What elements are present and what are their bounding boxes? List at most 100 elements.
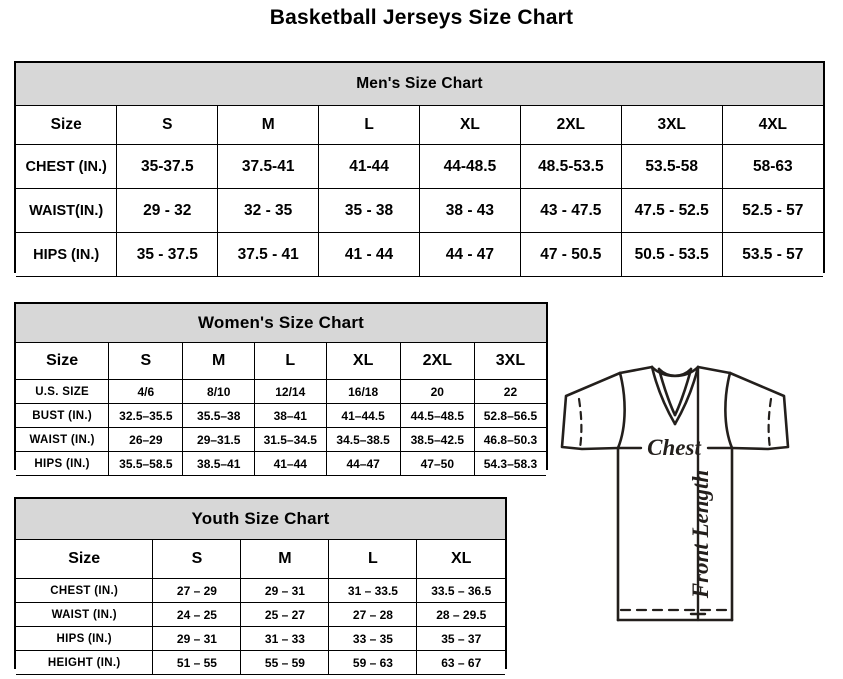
mens-chart-banner: Men's Size Chart xyxy=(16,63,823,106)
womens-hips-2xl: 47–50 xyxy=(399,451,475,476)
youth-waist-m: 25 – 27 xyxy=(240,602,330,627)
youth-col-header-m: M xyxy=(240,539,330,579)
womens-col-header-l: L xyxy=(253,342,327,380)
youth-chest-l: 31 – 33.5 xyxy=(328,578,418,603)
womens-waist-s: 26–29 xyxy=(108,427,184,452)
womens-col-header-m: M xyxy=(182,342,255,380)
womens-ussize-m: 8/10 xyxy=(182,379,255,404)
youth-chest-xl: 33.5 – 36.5 xyxy=(416,578,505,603)
left-sleeve-outline xyxy=(560,371,622,451)
table-row: BUST (IN.) 32.5–35.5 35.5–38 38–41 41–44… xyxy=(16,403,546,428)
mens-chest-2xl: 48.5-53.5 xyxy=(519,144,622,189)
youth-chest-m: 29 – 31 xyxy=(240,578,330,603)
mens-waist-m: 32 - 35 xyxy=(217,188,320,233)
table-row: HIPS (IN.) 35 - 37.5 37.5 - 41 41 - 44 4… xyxy=(16,232,823,277)
womens-bust-l: 38–41 xyxy=(253,403,327,428)
table-row: HIPS (IN.) 35.5–58.5 38.5–41 41–44 44–47… xyxy=(16,451,546,476)
womens-waist-3xl: 46.8–50.3 xyxy=(473,427,546,452)
womens-waist-m: 29–31.5 xyxy=(182,427,255,452)
youth-height-m: 55 – 59 xyxy=(240,650,330,675)
table-row: U.S. SIZE 4/6 8/10 12/14 16/18 20 22 xyxy=(16,379,546,404)
mens-col-header-l: L xyxy=(318,105,420,145)
mens-hips-l: 41 - 44 xyxy=(318,232,420,277)
womens-bust-xl: 41–44.5 xyxy=(325,403,401,428)
womens-chart-header-row: Size S M L XL 2XL 3XL xyxy=(16,342,546,380)
mens-waist-3xl: 47.5 - 52.5 xyxy=(620,188,723,233)
womens-hips-s: 35.5–58.5 xyxy=(108,451,184,476)
womens-waist-xl: 34.5–38.5 xyxy=(325,427,401,452)
mens-hips-xl: 44 - 47 xyxy=(419,232,521,277)
chest-label: Chest xyxy=(647,435,701,460)
womens-bust-3xl: 52.8–56.5 xyxy=(473,403,546,428)
womens-row-label-us-size: U.S. SIZE xyxy=(16,379,110,404)
table-row: WAIST(IN.) 29 - 32 32 - 35 35 - 38 38 - … xyxy=(16,188,823,233)
mens-hips-4xl: 53.5 - 57 xyxy=(721,232,823,277)
collar-rim-inner xyxy=(657,367,693,378)
youth-chest-s: 27 – 29 xyxy=(152,578,242,603)
mens-col-header-3xl: 3XL xyxy=(620,105,723,145)
mens-chest-xl: 44-48.5 xyxy=(419,144,521,189)
mens-waist-2xl: 43 - 47.5 xyxy=(519,188,622,233)
mens-hips-s: 35 - 37.5 xyxy=(116,232,219,277)
mens-col-header-4xl: 4XL xyxy=(721,105,823,145)
womens-hips-3xl: 54.3–58.3 xyxy=(473,451,546,476)
youth-height-s: 51 – 55 xyxy=(152,650,242,675)
womens-waist-l: 31.5–34.5 xyxy=(253,427,327,452)
right-shoulder-line xyxy=(696,365,732,375)
mens-size-chart: Men's Size Chart Size S M L XL 2XL 3XL 4… xyxy=(14,61,825,277)
youth-col-header-xl: XL xyxy=(416,539,505,579)
left-sleeve-seam xyxy=(616,371,626,450)
mens-row-label-chest: CHEST (IN.) xyxy=(16,144,118,189)
womens-col-header-xl: XL xyxy=(325,342,401,380)
right-sleeve-outline xyxy=(728,371,790,451)
mens-hips-m: 37.5 - 41 xyxy=(217,232,320,277)
womens-chart-banner: Women's Size Chart xyxy=(16,304,546,343)
mens-col-header-2xl: 2XL xyxy=(519,105,622,145)
youth-row-label-waist: WAIST (IN.) xyxy=(16,602,154,627)
womens-hips-m: 38.5–41 xyxy=(182,451,255,476)
mens-col-header-xl: XL xyxy=(419,105,521,145)
youth-height-l: 59 – 63 xyxy=(328,650,418,675)
neck-inner-right xyxy=(673,367,693,417)
womens-waist-2xl: 38.5–42.5 xyxy=(399,427,475,452)
womens-bust-2xl: 44.5–48.5 xyxy=(399,403,475,428)
mens-row-label-hips: HIPS (IN.) xyxy=(16,232,118,277)
youth-col-header-size: Size xyxy=(16,539,154,579)
table-row: WAIST (IN.) 26–29 29–31.5 31.5–34.5 34.5… xyxy=(16,427,546,452)
womens-row-label-waist: WAIST (IN.) xyxy=(16,427,110,452)
table-row: CHEST (IN.) 27 – 29 29 – 31 31 – 33.5 33… xyxy=(16,578,505,603)
youth-size-chart: Youth Size Chart Size S M L XL CHEST (IN… xyxy=(14,497,507,675)
womens-col-header-s: S xyxy=(108,342,184,380)
youth-col-header-s: S xyxy=(152,539,242,579)
neck-inner-left xyxy=(657,367,677,417)
mens-col-header-m: M xyxy=(217,105,320,145)
right-sleeve-seam xyxy=(724,371,734,450)
womens-ussize-s: 4/6 xyxy=(108,379,184,404)
womens-bust-m: 35.5–38 xyxy=(182,403,255,428)
womens-col-header-size: Size xyxy=(16,342,110,380)
right-sleeve-hem-dash xyxy=(767,397,773,450)
womens-size-chart: Women's Size Chart Size S M L XL 2XL 3XL… xyxy=(14,302,548,476)
mens-chest-4xl: 58-63 xyxy=(721,144,823,189)
youth-chart-banner: Youth Size Chart xyxy=(16,499,505,540)
mens-hips-3xl: 50.5 - 53.5 xyxy=(620,232,723,277)
mens-waist-l: 35 - 38 xyxy=(318,188,420,233)
youth-row-label-chest: CHEST (IN.) xyxy=(16,578,154,603)
neck-outer-right xyxy=(673,365,700,426)
front-length-label: Front Length xyxy=(688,470,713,599)
jersey-measurement-diagram: Chest Front Length xyxy=(522,352,840,674)
womens-ussize-xl: 16/18 xyxy=(325,379,401,404)
womens-row-label-bust: BUST (IN.) xyxy=(16,403,110,428)
womens-ussize-2xl: 20 xyxy=(399,379,475,404)
youth-waist-xl: 28 – 29.5 xyxy=(416,602,505,627)
womens-chart-banner-row: Women's Size Chart xyxy=(16,304,546,343)
mens-col-header-s: S xyxy=(116,105,219,145)
table-row: WAIST (IN.) 24 – 25 25 – 27 27 – 28 28 –… xyxy=(16,602,505,627)
youth-waist-s: 24 – 25 xyxy=(152,602,242,627)
womens-col-header-3xl: 3XL xyxy=(473,342,546,380)
youth-hips-l: 33 – 35 xyxy=(328,626,418,651)
mens-chest-s: 35-37.5 xyxy=(116,144,219,189)
mens-chest-l: 41-44 xyxy=(318,144,420,189)
youth-row-label-hips: HIPS (IN.) xyxy=(16,626,154,651)
womens-hips-xl: 44–47 xyxy=(325,451,401,476)
